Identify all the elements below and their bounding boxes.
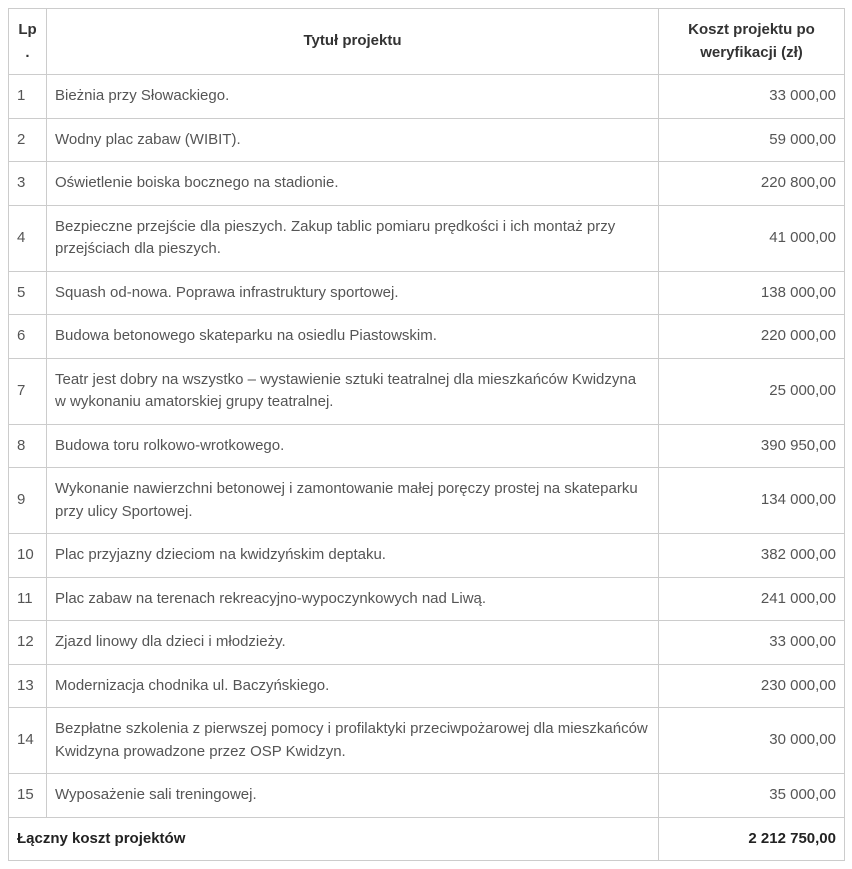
cell-lp: 1 <box>9 75 47 119</box>
col-header-title: Tytuł projektu <box>47 9 659 75</box>
cell-cost: 241 000,00 <box>659 577 845 621</box>
cell-title: Modernizacja chodnika ul. Baczyńskiego. <box>47 664 659 708</box>
cell-title: Bieżnia przy Słowackiego. <box>47 75 659 119</box>
cell-lp: 6 <box>9 315 47 359</box>
cell-lp: 13 <box>9 664 47 708</box>
cell-cost: 59 000,00 <box>659 118 845 162</box>
cell-lp: 8 <box>9 424 47 468</box>
table-row: 13Modernizacja chodnika ul. Baczyńskiego… <box>9 664 845 708</box>
cell-cost: 220 800,00 <box>659 162 845 206</box>
table-row: 8Budowa toru rolkowo-wrotkowego.390 950,… <box>9 424 845 468</box>
table-row: 6Budowa betonowego skateparku na osiedlu… <box>9 315 845 359</box>
table-row: 5Squash od-nowa. Poprawa infrastruktury … <box>9 271 845 315</box>
cell-title: Oświetlenie boiska bocznego na stadionie… <box>47 162 659 206</box>
projects-table: Lp. Tytuł projektu Koszt projektu po wer… <box>8 8 845 861</box>
cell-title: Budowa betonowego skateparku na osiedlu … <box>47 315 659 359</box>
cell-lp: 12 <box>9 621 47 665</box>
table-row: 3Oświetlenie boiska bocznego na stadioni… <box>9 162 845 206</box>
cell-cost: 41 000,00 <box>659 205 845 271</box>
table-row: 11Plac zabaw na terenach rekreacyjno-wyp… <box>9 577 845 621</box>
cell-cost: 382 000,00 <box>659 534 845 578</box>
table-row: 9Wykonanie nawierzchni betonowej i zamon… <box>9 468 845 534</box>
cell-title: Bezpieczne przejście dla pieszych. Zakup… <box>47 205 659 271</box>
cell-lp: 10 <box>9 534 47 578</box>
cell-lp: 9 <box>9 468 47 534</box>
table-header-row: Lp. Tytuł projektu Koszt projektu po wer… <box>9 9 845 75</box>
cell-lp: 7 <box>9 358 47 424</box>
cell-cost: 33 000,00 <box>659 75 845 119</box>
table-row: 10Plac przyjazny dzieciom na kwidzyńskim… <box>9 534 845 578</box>
cell-cost: 138 000,00 <box>659 271 845 315</box>
cell-lp: 5 <box>9 271 47 315</box>
table-row: 14Bezpłatne szkolenia z pierwszej pomocy… <box>9 708 845 774</box>
cell-cost: 230 000,00 <box>659 664 845 708</box>
cell-cost: 390 950,00 <box>659 424 845 468</box>
cell-title: Teatr jest dobry na wszystko – wystawien… <box>47 358 659 424</box>
total-label: Łączny koszt projektów <box>9 817 659 861</box>
table-row: 4Bezpieczne przejście dla pieszych. Zaku… <box>9 205 845 271</box>
total-cost: 2 212 750,00 <box>659 817 845 861</box>
cell-lp: 11 <box>9 577 47 621</box>
cell-title: Plac zabaw na terenach rekreacyjno-wypoc… <box>47 577 659 621</box>
cell-title: Squash od-nowa. Poprawa infrastruktury s… <box>47 271 659 315</box>
cell-title: Zjazd linowy dla dzieci i młodzieży. <box>47 621 659 665</box>
cell-title: Wyposażenie sali treningowej. <box>47 774 659 818</box>
col-header-cost: Koszt projektu po weryfikacji (zł) <box>659 9 845 75</box>
cell-title: Wodny plac zabaw (WIBIT). <box>47 118 659 162</box>
cell-title: Plac przyjazny dzieciom na kwidzyńskim d… <box>47 534 659 578</box>
table-row: 15Wyposażenie sali treningowej.35 000,00 <box>9 774 845 818</box>
cell-lp: 15 <box>9 774 47 818</box>
col-header-lp: Lp. <box>9 9 47 75</box>
cell-lp: 4 <box>9 205 47 271</box>
cell-cost: 220 000,00 <box>659 315 845 359</box>
cell-title: Bezpłatne szkolenia z pierwszej pomocy i… <box>47 708 659 774</box>
cell-cost: 25 000,00 <box>659 358 845 424</box>
cell-lp: 2 <box>9 118 47 162</box>
cell-cost: 134 000,00 <box>659 468 845 534</box>
cell-cost: 30 000,00 <box>659 708 845 774</box>
cell-title: Wykonanie nawierzchni betonowej i zamont… <box>47 468 659 534</box>
table-row: 1Bieżnia przy Słowackiego.33 000,00 <box>9 75 845 119</box>
table-row: 2Wodny plac zabaw (WIBIT).59 000,00 <box>9 118 845 162</box>
table-total-row: Łączny koszt projektów 2 212 750,00 <box>9 817 845 861</box>
cell-cost: 33 000,00 <box>659 621 845 665</box>
table-row: 7Teatr jest dobry na wszystko – wystawie… <box>9 358 845 424</box>
cell-cost: 35 000,00 <box>659 774 845 818</box>
cell-lp: 3 <box>9 162 47 206</box>
cell-lp: 14 <box>9 708 47 774</box>
table-row: 12Zjazd linowy dla dzieci i młodzieży.33… <box>9 621 845 665</box>
cell-title: Budowa toru rolkowo-wrotkowego. <box>47 424 659 468</box>
